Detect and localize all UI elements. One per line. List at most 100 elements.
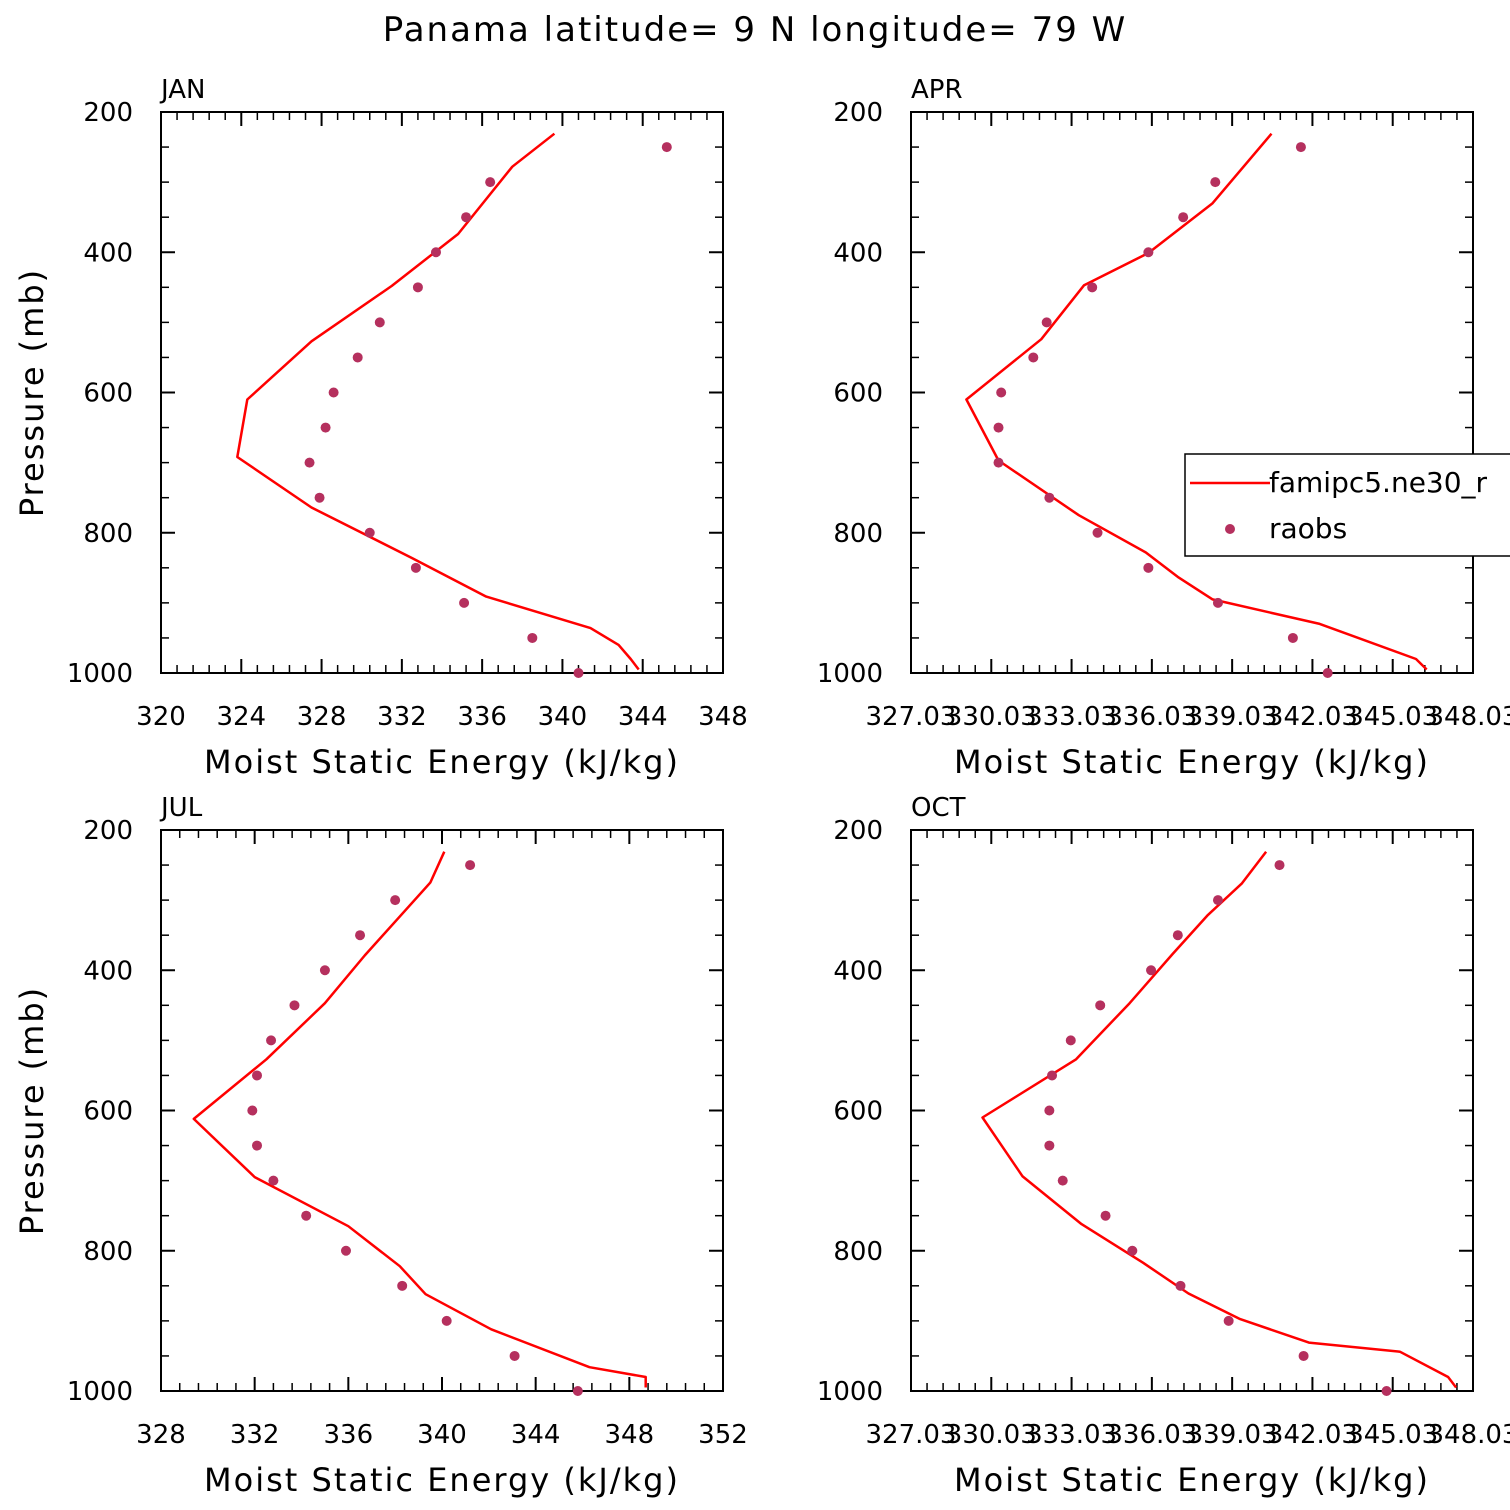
obs-point	[364, 527, 375, 538]
obs-point	[1041, 317, 1052, 328]
obs-point	[328, 387, 339, 398]
obs-point	[374, 317, 385, 328]
obs-point	[412, 282, 423, 293]
y-tick-label: 200	[833, 98, 883, 128]
x-tick-label: 348.03	[1428, 702, 1510, 732]
x-tick-label: 336.03	[1106, 1420, 1197, 1450]
x-tick-label: 344	[618, 702, 668, 732]
x-tick-label: 340	[538, 702, 588, 732]
x-tick-label: 332	[377, 702, 427, 732]
x-tick-label: 336.03	[1106, 702, 1197, 732]
model-line	[965, 132, 1428, 671]
x-tick-label: 342.03	[1267, 702, 1358, 732]
y-tick-label: 1000	[817, 1377, 883, 1407]
y-tick-label: 600	[83, 1097, 133, 1127]
panel-label: APR	[911, 75, 963, 105]
x-tick-label: 345.03	[1347, 702, 1438, 732]
figure-title: Panama latitude= 9 N longitude= 79 W	[382, 10, 1128, 50]
obs-point	[1274, 860, 1285, 871]
y-tick-label: 400	[83, 956, 133, 986]
y-tick-label: 1000	[67, 1377, 133, 1407]
legend-model-label: famipc5.ne30_r	[1269, 466, 1488, 499]
obs-point	[268, 1175, 279, 1186]
obs-point	[572, 1386, 583, 1396]
obs-point	[993, 422, 1004, 433]
y-tick-label: 200	[83, 98, 133, 128]
x-tick-label: 330.03	[946, 702, 1037, 732]
obs-point	[465, 860, 476, 871]
y-tick-label: 800	[83, 1237, 133, 1267]
panel-jan: 320 324 328 332 336 340 344 348 200 400 600 800 1000…	[13, 75, 748, 781]
obs-point	[1143, 562, 1154, 573]
panel-jul: 328 332 336 340 344 348 352 200 400 600 800 1000 JUL…	[13, 793, 748, 1499]
obs-point	[430, 247, 441, 258]
obs-point	[397, 1280, 408, 1291]
obs-point	[410, 562, 421, 573]
x-tick-label: 327.03	[866, 702, 957, 732]
panel-label: JUL	[159, 793, 203, 823]
obs-point	[1044, 1105, 1055, 1116]
obs-point	[340, 1245, 351, 1256]
obs-point	[993, 457, 1004, 468]
y-tick-label: 600	[83, 379, 133, 409]
x-tick-label: 339.03	[1187, 1420, 1278, 1450]
model-line	[192, 851, 647, 1388]
obs-point	[1178, 212, 1189, 223]
obs-point	[1381, 1386, 1392, 1396]
x-axis-label: Moist Static Energy (kJ/kg)	[954, 1461, 1430, 1499]
x-tick-label: 330.03	[946, 1420, 1037, 1450]
obs-point	[1175, 1280, 1186, 1291]
obs-point	[1295, 142, 1306, 153]
y-tick-label: 600	[833, 1097, 883, 1127]
obs-point	[1212, 597, 1223, 608]
x-tick-label: 336	[324, 1420, 374, 1450]
obs-point	[352, 352, 363, 363]
x-tick-label: 342.03	[1267, 1420, 1358, 1450]
obs-point	[1092, 527, 1103, 538]
obs-point	[1044, 1140, 1055, 1151]
obs-point	[1223, 1315, 1234, 1326]
obs-point	[314, 492, 325, 503]
obs-point	[1095, 1000, 1106, 1011]
obs-point	[1322, 668, 1333, 678]
y-tick-label: 1000	[817, 659, 883, 689]
obs-point	[1287, 632, 1298, 643]
x-tick-label: 332	[230, 1420, 280, 1450]
obs-point	[1047, 1070, 1058, 1081]
panel-label: OCT	[911, 793, 966, 823]
obs-point	[1087, 282, 1098, 293]
obs-point	[1028, 352, 1039, 363]
legend-box	[1184, 453, 1510, 557]
obs-point	[390, 895, 401, 906]
obs-point	[461, 212, 472, 223]
x-axis-label: Moist Static Energy (kJ/kg)	[954, 743, 1430, 781]
y-tick-label: 400	[83, 238, 133, 268]
x-tick-label: 333.03	[1026, 702, 1117, 732]
obs-point	[996, 387, 1007, 398]
plot-frame	[160, 111, 724, 674]
y-tick-label: 800	[833, 1237, 883, 1267]
obs-point	[485, 177, 496, 188]
legend-marker-swatch	[1225, 524, 1235, 534]
x-tick-label: 320	[136, 702, 186, 732]
model-line	[981, 850, 1458, 1389]
x-tick-label: 333.03	[1026, 1420, 1117, 1450]
obs-point	[1210, 177, 1221, 188]
obs-point	[527, 632, 538, 643]
x-tick-label: 327.03	[866, 1420, 957, 1450]
x-axis-label: Moist Static Energy (kJ/kg)	[204, 1461, 680, 1499]
y-tick-label: 800	[833, 519, 883, 549]
panel-apr: 327.03330.03333.03336.03339.03342.03345.…	[817, 75, 1510, 781]
panel-label: JAN	[159, 75, 205, 105]
x-tick-label: 348.03	[1428, 1420, 1510, 1450]
y-axis-label: Pressure (mb)	[13, 986, 51, 1235]
x-tick-label: 352	[698, 1420, 748, 1450]
obs-point	[1057, 1175, 1068, 1186]
obs-point	[1127, 1245, 1138, 1256]
x-tick-label: 344	[511, 1420, 561, 1450]
obs-point	[1100, 1210, 1111, 1221]
obs-point	[289, 1000, 300, 1011]
obs-point	[320, 422, 331, 433]
